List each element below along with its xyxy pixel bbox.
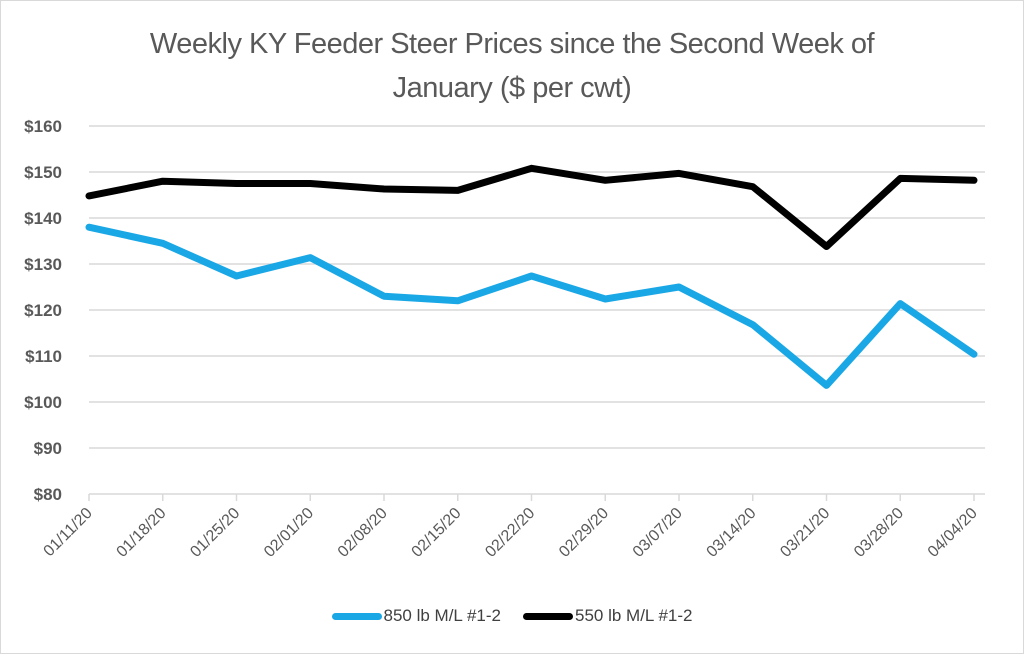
data-point [159, 178, 166, 185]
data-point [159, 240, 166, 247]
x-tick-label: 03/28/20 [851, 505, 907, 561]
x-tick-label: 01/11/20 [41, 505, 96, 560]
data-point [971, 351, 978, 358]
data-point [971, 177, 978, 184]
data-point [897, 300, 904, 307]
data-point [602, 177, 609, 184]
gridlines [89, 125, 985, 495]
data-point [676, 170, 683, 177]
x-tick-label: 02/29/20 [556, 505, 612, 561]
series-line-850lb [85, 223, 978, 389]
y-tick-label: $130 [24, 255, 62, 274]
data-point [897, 175, 904, 182]
legend: 850 lb M/L #1-2 550 lb M/L #1-2 [0, 606, 1024, 626]
x-tick-label: 03/07/20 [630, 505, 686, 561]
y-tick-label: $150 [24, 163, 62, 182]
legend-item-550lb[interactable]: 550 lb M/L #1-2 [523, 606, 693, 626]
y-tick-label: $110 [25, 347, 62, 366]
series-lines [85, 164, 978, 389]
chart-title: Weekly KY Feeder Steer Prices since the … [0, 22, 1024, 110]
x-axis: 01/11/20 01/18/20 01/25/20 02/01/20 02/08/20… [41, 494, 981, 561]
x-tick-label: 03/21/20 [777, 505, 833, 561]
x-tick-label: 03/14/20 [704, 505, 760, 561]
data-point [233, 272, 240, 279]
x-tick-label: 04/04/20 [925, 505, 981, 561]
data-point [381, 186, 388, 193]
legend-swatch-850lb [331, 612, 382, 620]
y-tick-label: $100 [24, 393, 62, 412]
data-point [233, 180, 240, 187]
chart-title-line-2: January ($ per cwt) [392, 72, 632, 104]
data-point [749, 183, 756, 190]
x-tick-label: 02/01/20 [261, 505, 317, 561]
x-tick-label: 02/15/20 [409, 505, 465, 561]
data-point [307, 254, 314, 261]
legend-label-550lb: 550 lb M/L #1-2 [575, 606, 693, 625]
legend-swatch-550lb [523, 612, 573, 620]
y-axis: $80 $90 $100 $110 $120 $130 $140 $150 $160 [24, 117, 62, 504]
y-tick-label: $90 [34, 439, 62, 458]
data-point [528, 165, 535, 172]
data-point [676, 284, 683, 291]
data-point [749, 321, 756, 328]
y-tick-label: $120 [24, 301, 62, 320]
data-point [528, 272, 535, 279]
y-tick-label: $160 [24, 117, 62, 136]
data-point [823, 382, 830, 389]
legend-label-850lb: 850 lb M/L #1-2 [383, 606, 502, 625]
series-line-550lb [85, 164, 978, 250]
data-point [454, 297, 461, 304]
x-tick-label: 02/08/20 [335, 505, 391, 561]
y-tick-label: $140 [24, 209, 62, 228]
x-tick-label: 01/18/20 [114, 505, 170, 561]
data-point [602, 295, 609, 302]
data-point [454, 187, 461, 194]
data-point [86, 224, 93, 231]
y-tick-label: $80 [34, 485, 62, 504]
data-point [823, 243, 830, 250]
x-tick-label: 02/22/20 [482, 505, 538, 561]
x-tick-label: 01/25/20 [187, 505, 243, 561]
data-point [307, 180, 314, 187]
data-point [381, 293, 388, 300]
data-point [86, 192, 93, 199]
chart-title-line-1: Weekly KY Feeder Steer Prices since the … [149, 28, 875, 60]
legend-item-850lb[interactable]: 850 lb M/L #1-2 [331, 606, 502, 626]
